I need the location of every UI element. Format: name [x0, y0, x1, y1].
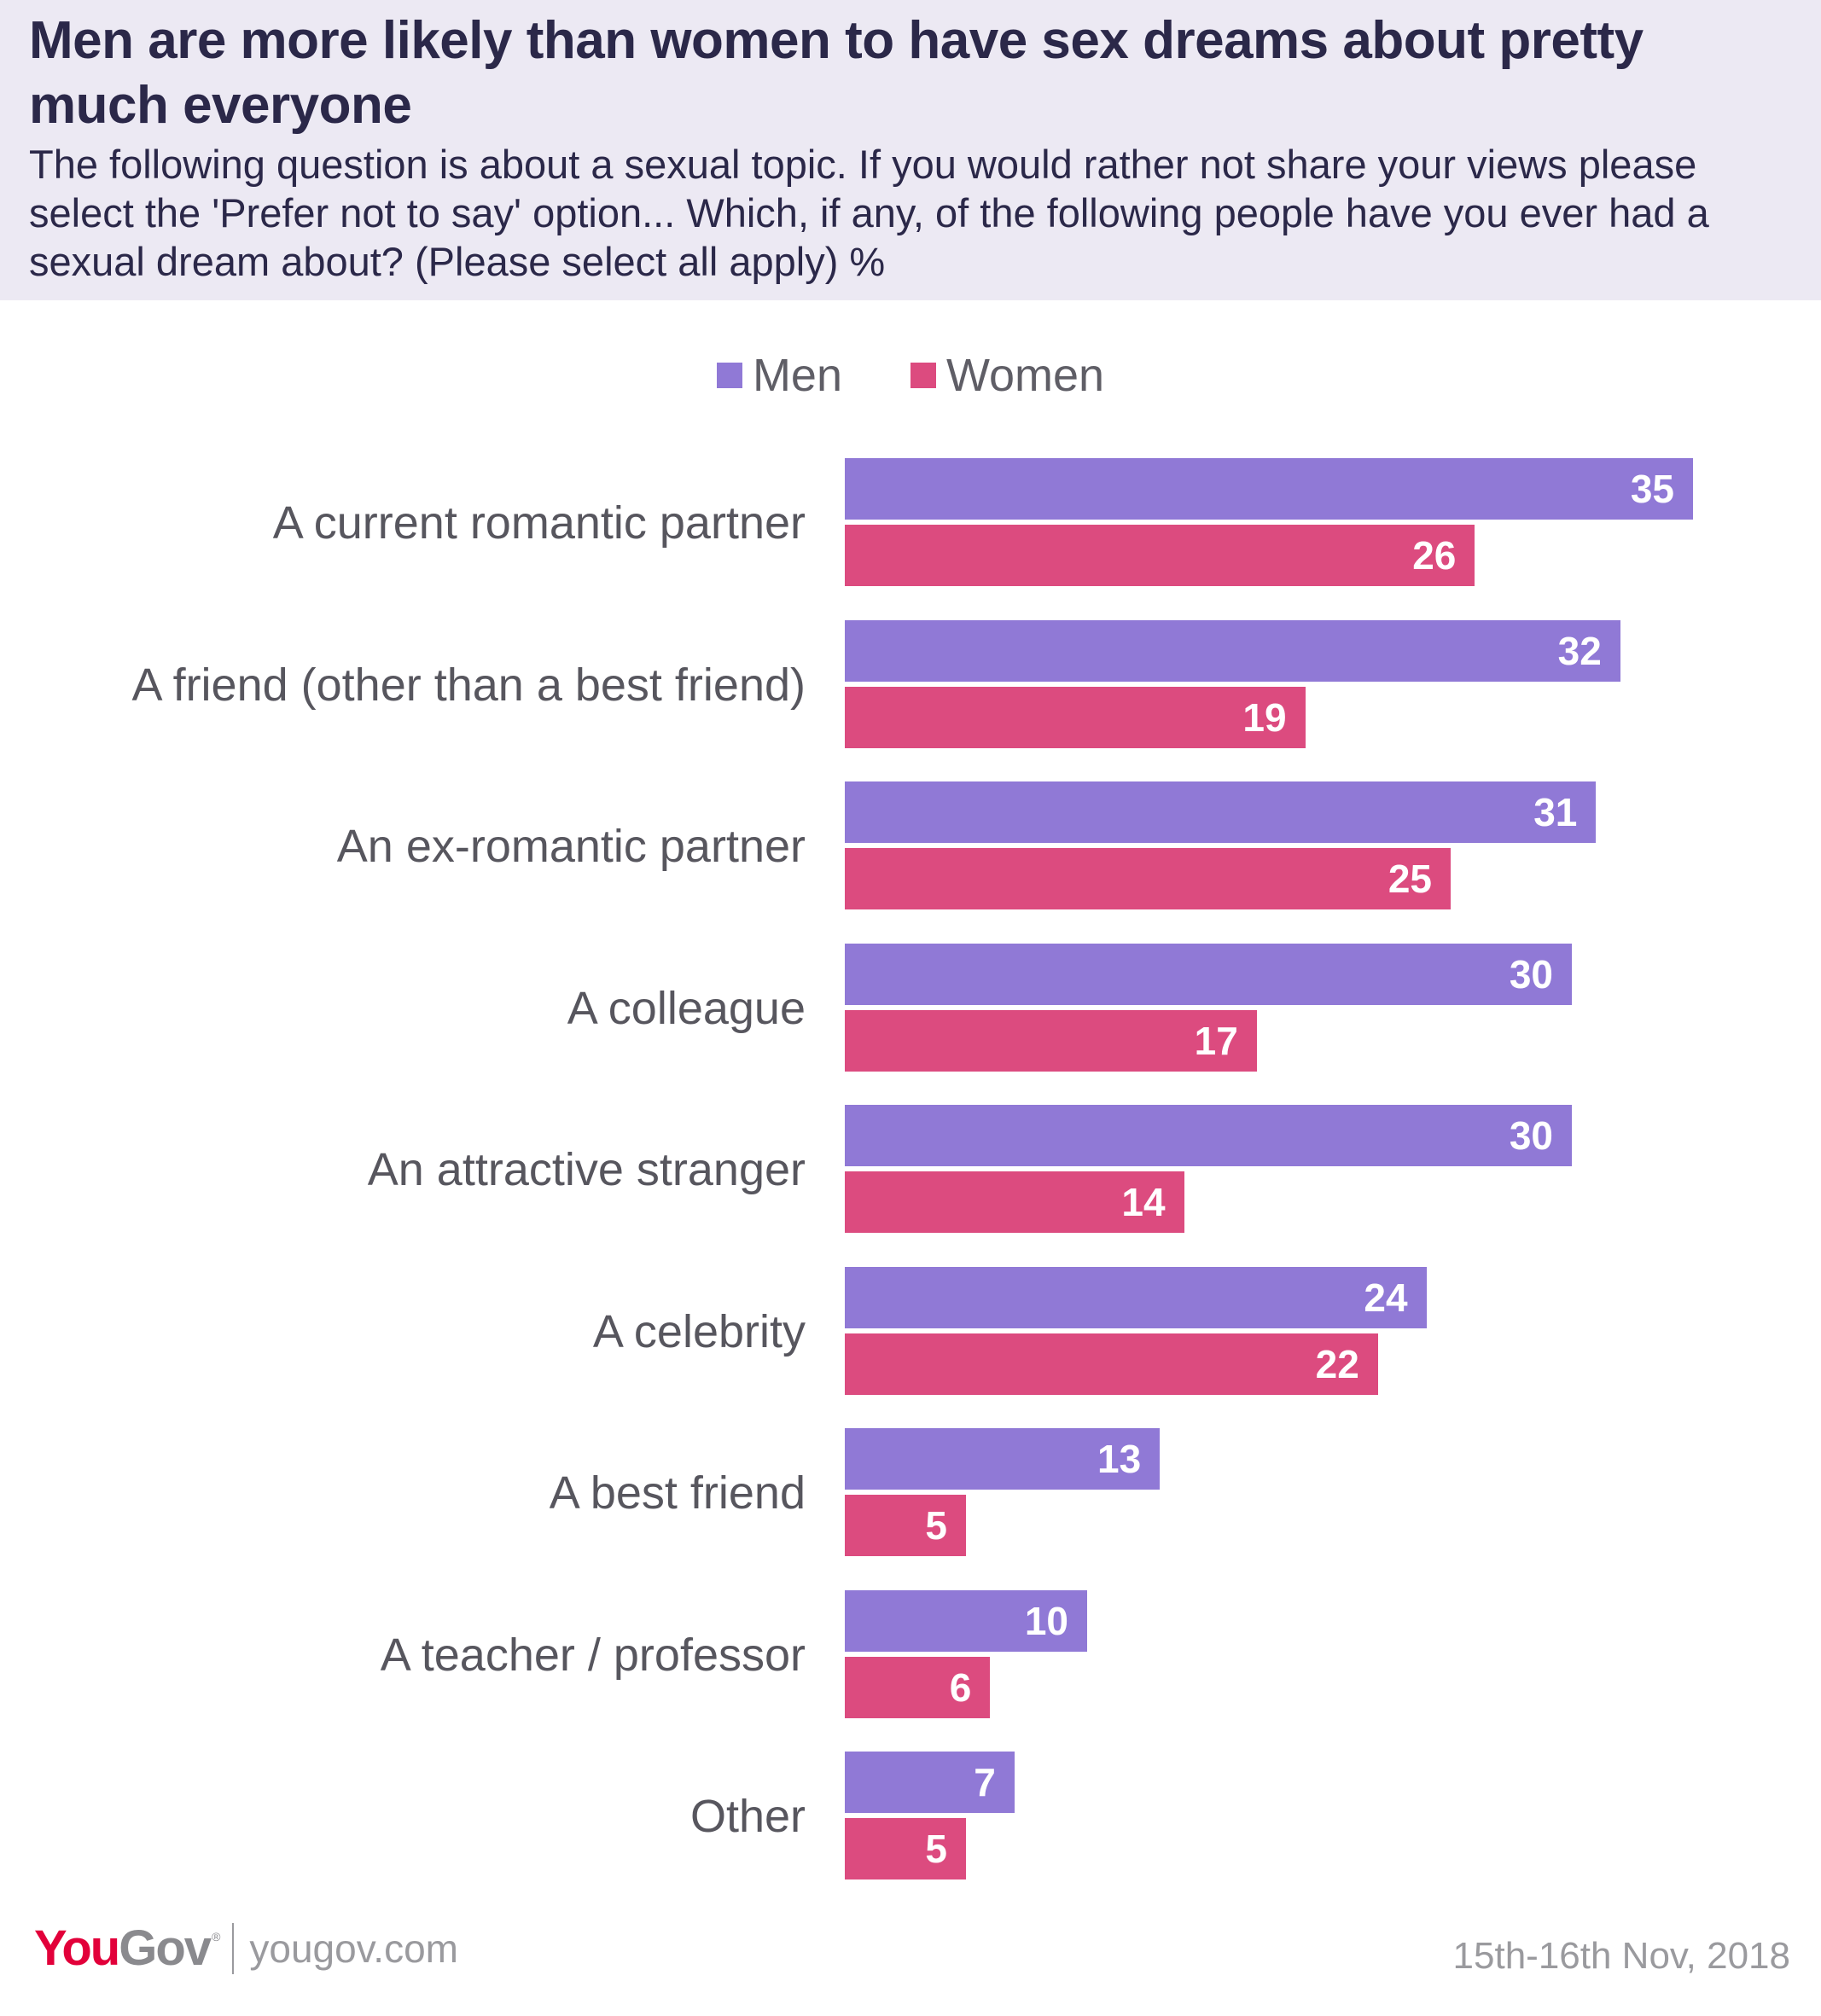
- data-label-men: 7: [974, 1760, 996, 1804]
- legend-item-women: Women: [910, 349, 1104, 402]
- data-label-women: 14: [1121, 1180, 1166, 1224]
- category-label: A celebrity: [592, 1305, 806, 1357]
- legend-swatch-women: [910, 363, 936, 388]
- data-label-men: 24: [1364, 1275, 1408, 1320]
- data-label-men: 32: [1557, 628, 1602, 673]
- bar-men: [845, 781, 1597, 843]
- data-label-women: 25: [1388, 857, 1432, 901]
- bar-men: [845, 1589, 1087, 1652]
- category-label: Other: [689, 1791, 806, 1842]
- logo-you-text: You: [34, 1920, 120, 1976]
- data-label-men: 31: [1533, 790, 1578, 834]
- data-label-women: 22: [1315, 1341, 1359, 1386]
- bar-women: [845, 1495, 966, 1556]
- bar-men: [845, 1105, 1572, 1166]
- bar-women: [845, 1171, 1184, 1233]
- bar-women: [845, 1818, 966, 1879]
- bar-women: [845, 686, 1306, 748]
- survey-date: 15th-16th Nov, 2018: [1452, 1935, 1790, 1977]
- category-label: A current romantic partner: [272, 497, 806, 549]
- category-label: A teacher / professor: [380, 1629, 806, 1681]
- legend-item-men: Men: [716, 349, 842, 402]
- bar-women: [845, 1656, 991, 1718]
- data-label-men: 13: [1097, 1437, 1142, 1481]
- data-label-women: 19: [1242, 694, 1287, 740]
- legend-swatch-men: [716, 363, 742, 388]
- legend-label-women: Women: [945, 350, 1105, 401]
- header-banner: Men are more likely than women to have s…: [0, 0, 1821, 300]
- data-label-men: 10: [1024, 1598, 1068, 1643]
- site-url: yougov.com: [249, 1926, 458, 1971]
- data-label-women: 6: [949, 1665, 972, 1710]
- logo-registered-mark: ®: [212, 1930, 221, 1943]
- category-label: An ex-romantic partner: [336, 821, 806, 872]
- bar-women: [845, 848, 1451, 909]
- chart-title: Men are more likely than women to have s…: [29, 11, 1644, 135]
- yougov-logo: You Gov ® yougov.com: [34, 1920, 458, 1977]
- data-label-men: 35: [1630, 467, 1674, 511]
- bar-men: [845, 619, 1620, 682]
- bar-women: [845, 525, 1475, 586]
- bar-women: [845, 1333, 1378, 1395]
- data-label-women: 17: [1194, 1018, 1238, 1063]
- chart-subtitle: The following question is about a sexual…: [29, 142, 1709, 284]
- category-label: A friend (other than a best friend): [131, 659, 806, 711]
- category-label: An attractive stranger: [367, 1144, 806, 1195]
- bar-women: [845, 1009, 1257, 1072]
- data-label-men: 30: [1509, 1113, 1553, 1158]
- legend: Men Women: [0, 346, 1821, 405]
- bar-men: [845, 1266, 1427, 1328]
- data-label-women: 5: [925, 1827, 947, 1871]
- logo-divider: [232, 1922, 235, 1974]
- data-label-men: 30: [1509, 951, 1553, 996]
- bar-men: [845, 1428, 1161, 1490]
- bar-men: [845, 1752, 1015, 1813]
- logo-gov-text: Gov: [119, 1920, 212, 1976]
- bar-men: [845, 943, 1572, 1005]
- data-label-women: 26: [1412, 533, 1457, 578]
- category-label: A best friend: [549, 1467, 806, 1519]
- bar-men: [845, 458, 1693, 520]
- legend-label-men: Men: [752, 350, 842, 401]
- category-label: A colleague: [567, 982, 806, 1034]
- data-label-women: 5: [925, 1503, 947, 1548]
